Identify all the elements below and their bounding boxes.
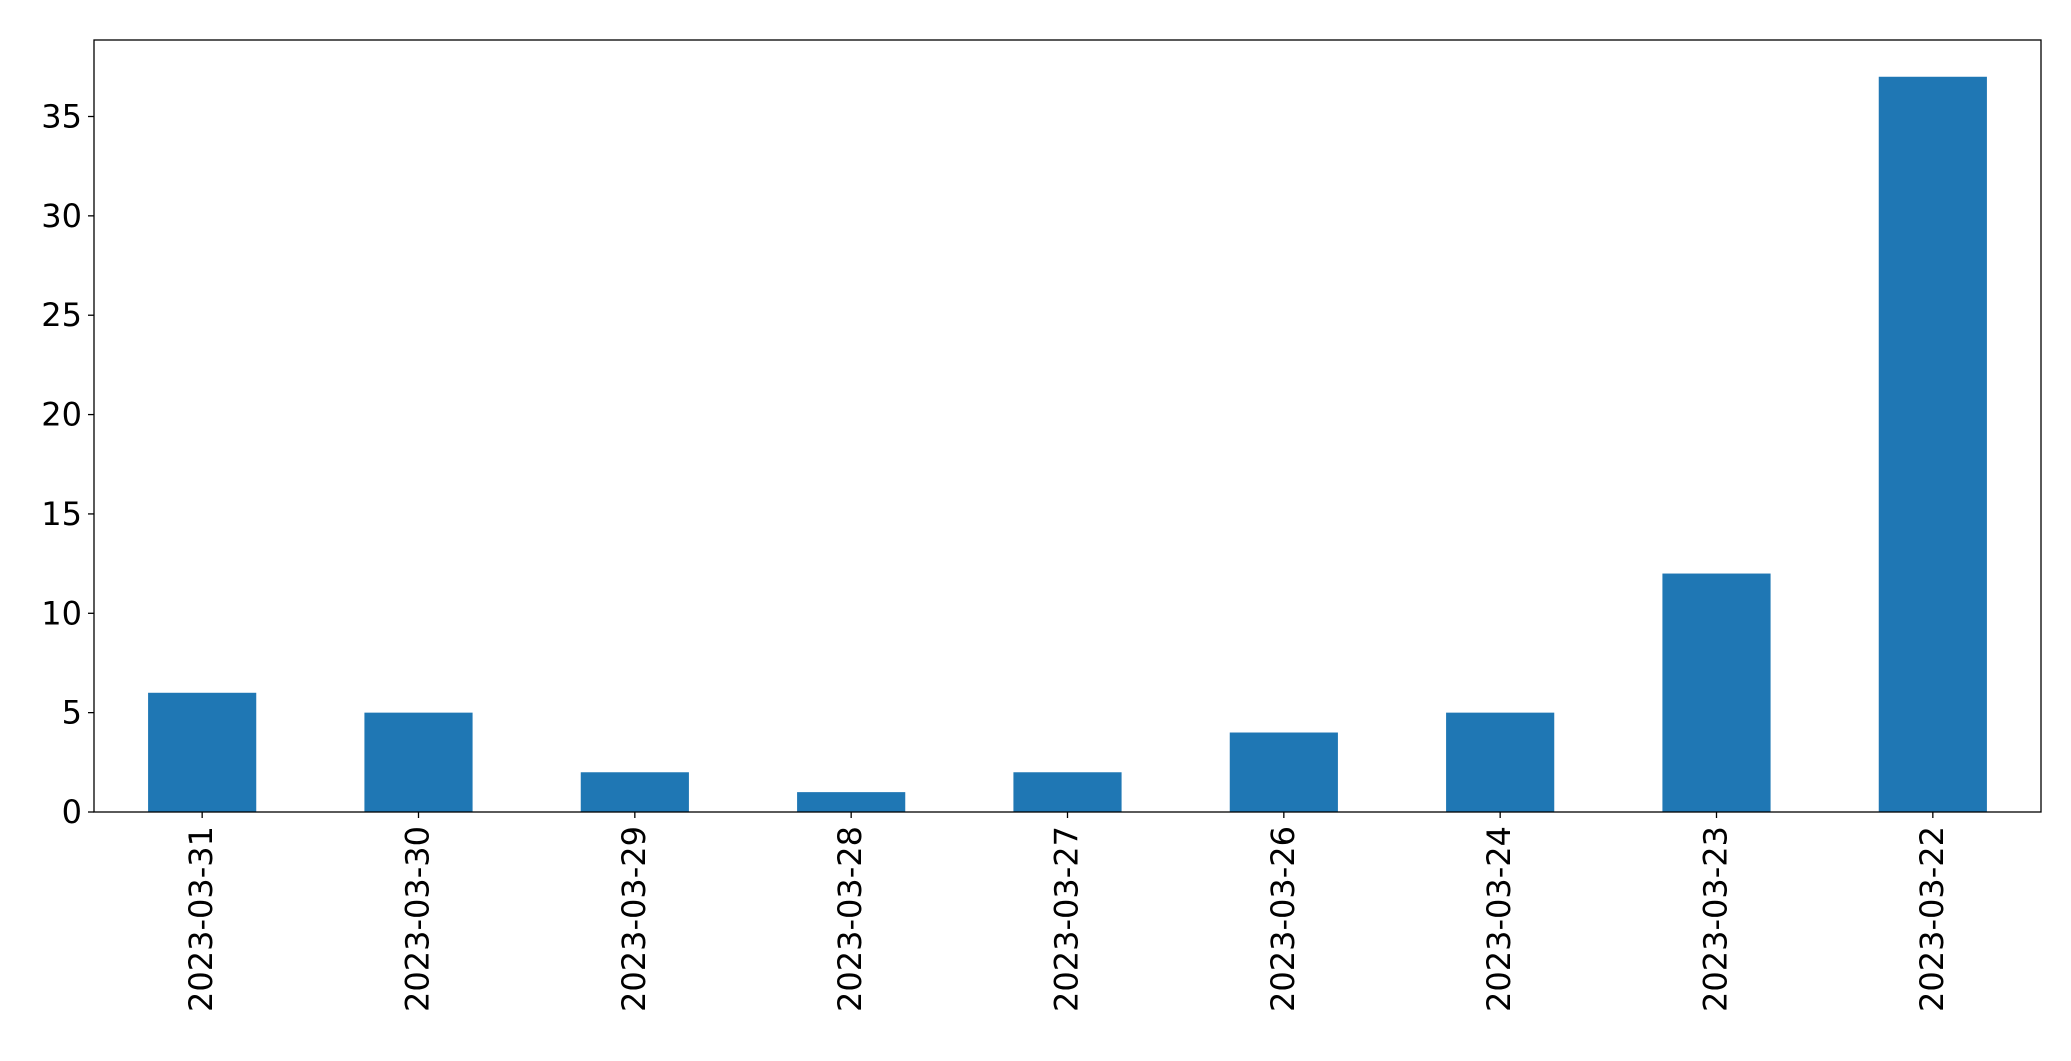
bar-2023-03-29 (580, 772, 689, 812)
bar-2023-03-22 (1878, 76, 1987, 812)
y-tick-label: 5 (62, 694, 82, 732)
bar-2023-03-28 (797, 792, 906, 812)
y-tick-label: 20 (41, 396, 82, 434)
bar-2023-03-27 (1013, 772, 1122, 812)
bar-2023-03-26 (1229, 732, 1338, 812)
x-tick-label: 2023-03-28 (831, 826, 869, 1012)
y-tick-label: 25 (41, 296, 82, 334)
bar-2023-03-24 (1446, 712, 1555, 812)
x-tick-label: 2023-03-30 (399, 826, 437, 1012)
x-tick-label: 2023-03-31 (182, 826, 220, 1012)
x-tick-label: 2023-03-22 (1913, 826, 1951, 1012)
x-tick-label: 2023-03-29 (615, 826, 653, 1012)
y-tick-label: 30 (41, 197, 82, 235)
bar-2023-03-30 (364, 712, 473, 812)
y-tick-label: 35 (41, 98, 82, 136)
x-tick-label: 2023-03-24 (1480, 826, 1518, 1012)
bars (148, 76, 1987, 812)
x-tick-label: 2023-03-23 (1697, 826, 1735, 1012)
x-axis: 2023-03-31 2023-03-30 2023-03-29 2023-03-28… (182, 812, 1951, 1012)
y-tick-label: 0 (62, 793, 82, 831)
bar-2023-03-31 (148, 692, 257, 812)
bar-2023-03-23 (1662, 573, 1771, 812)
plot-frame (93, 39, 2042, 813)
y-tick-label: 10 (41, 594, 82, 632)
y-axis: 0 5 10 15 20 25 30 35 (41, 98, 94, 831)
x-tick-label: 2023-03-27 (1048, 826, 1086, 1012)
y-tick-label: 15 (41, 495, 82, 533)
x-tick-label: 2023-03-26 (1264, 826, 1302, 1012)
